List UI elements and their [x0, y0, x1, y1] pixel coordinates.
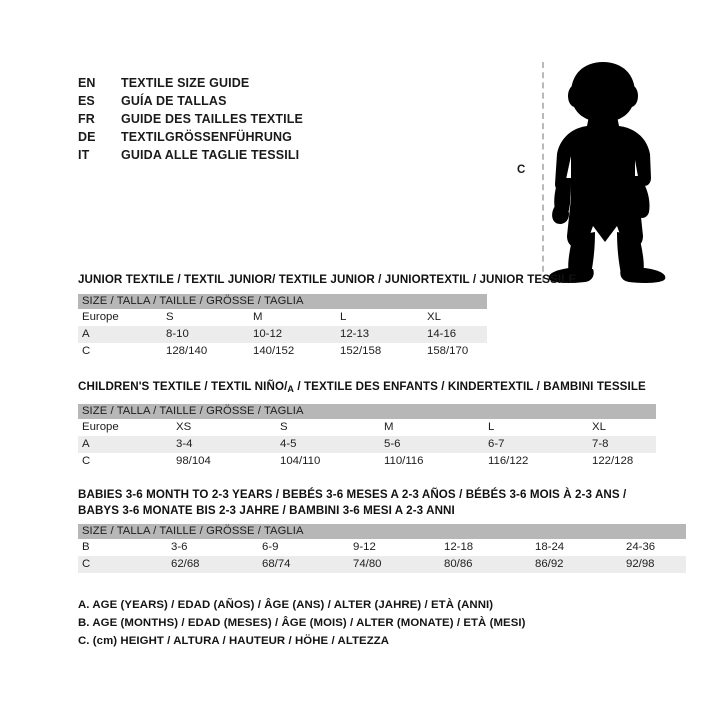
legend-line-c: C. (cm) HEIGHT / ALTURA / HAUTEUR / HÖHE…: [78, 635, 390, 647]
cell-value: L: [340, 308, 427, 326]
section-heading-line1: BABIES 3-6 MONTH TO 2-3 YEARS / BEBÉS 3-…: [78, 488, 627, 501]
cell-value: 116/122: [488, 452, 592, 470]
row-label: B: [78, 539, 171, 556]
section-heading: CHILDREN'S TEXTILE / TEXTIL NIÑO/A / TEX…: [78, 379, 656, 398]
cell-value: 6-9: [262, 539, 353, 556]
cell-value: 110/116: [384, 452, 488, 470]
section-childrens-textile: CHILDREN'S TEXTILE / TEXTIL NIÑO/A / TEX…: [78, 379, 656, 470]
legend-line-b: B. AGE (MONTHS) / EDAD (MESES) / ÂGE (MO…: [78, 617, 526, 629]
language-code: DE: [78, 130, 96, 144]
cell-value: 140/152: [253, 342, 340, 360]
cell-value: 3-4: [176, 435, 280, 453]
cell-value: L: [488, 418, 592, 436]
height-measure-label: C: [517, 164, 526, 176]
table-row: Europe XS S M L XL: [78, 418, 656, 436]
cell-value: 6-7: [488, 435, 592, 453]
row-label: C: [78, 342, 166, 360]
table-row: A 3-4 4-5 5-6 6-7 7-8: [78, 435, 656, 453]
table-band-row: SIZE / TALLA / TAILLE / GRÖSSE / TAGLIA: [78, 524, 686, 539]
language-header: EN TEXTILE SIZE GUIDE ES GUÍA DE TALLAS …: [78, 74, 478, 164]
section-junior-textile: JUNIOR TEXTILE / TEXTIL JUNIOR/ TEXTILE …: [78, 272, 576, 360]
cell-value: 10-12: [253, 325, 340, 343]
cell-value: M: [384, 418, 488, 436]
language-title: TEXTILE SIZE GUIDE: [121, 76, 250, 90]
height-dashed-guide-line: [542, 62, 544, 282]
cell-value: 98/104: [176, 452, 280, 470]
section-heading-suffix: / TEXTILE DES ENFANTS / KINDERTEXTIL / B…: [294, 380, 646, 393]
children-size-table: SIZE / TALLA / TAILLE / GRÖSSE / TAGLIA …: [78, 403, 656, 470]
cell-value: 8-10: [166, 325, 253, 343]
table-band-label: SIZE / TALLA / TAILLE / GRÖSSE / TAGLIA: [78, 403, 656, 419]
cell-value: S: [166, 308, 253, 326]
junior-size-table: SIZE / TALLA / TAILLE / GRÖSSE / TAGLIA …: [78, 293, 487, 360]
legend-block: A. AGE (YEARS) / EDAD (AÑOS) / ÂGE (ANS)…: [78, 596, 526, 650]
cell-value: S: [280, 418, 384, 436]
cell-value: 5-6: [384, 435, 488, 453]
cell-value: 128/140: [166, 342, 253, 360]
table-row: C 128/140 140/152 152/158 158/170: [78, 342, 487, 360]
cell-value: XL: [592, 418, 656, 436]
cell-value: 122/128: [592, 452, 656, 470]
section-heading-line2: BABYS 3-6 MONATE BIS 2-3 JAHRE / BAMBINI…: [78, 503, 455, 517]
language-title: TEXTILGRÖSSENFÜHRUNG: [121, 130, 293, 144]
language-code: EN: [78, 76, 96, 90]
legend-line-a: A. AGE (YEARS) / EDAD (AÑOS) / ÂGE (ANS)…: [78, 599, 494, 611]
cell-value: 68/74: [262, 556, 353, 573]
table-row: A 8-10 10-12 12-13 14-16: [78, 325, 487, 343]
cell-value: 152/158: [340, 342, 427, 360]
row-label: Europe: [78, 308, 166, 326]
cell-value: 12-13: [340, 325, 427, 343]
section-heading: JUNIOR TEXTILE / TEXTIL JUNIOR/ TEXTILE …: [78, 273, 577, 286]
cell-value: 62/68: [171, 556, 262, 573]
cell-value: 86/92: [535, 556, 626, 573]
table-row: C 98/104 104/110 110/116 116/122 122/128: [78, 452, 656, 470]
cell-value: 92/98: [626, 556, 686, 573]
language-title: GUIDE DES TAILLES TEXTILE: [121, 112, 304, 126]
language-row: FR GUIDE DES TAILLES TEXTILE: [78, 110, 478, 128]
row-label: Europe: [78, 418, 176, 436]
language-row: EN TEXTILE SIZE GUIDE: [78, 74, 478, 92]
table-row: C 62/68 68/74 74/80 80/86 86/92 92/98: [78, 556, 686, 573]
table-row: B 3-6 6-9 9-12 12-18 18-24 24-36: [78, 539, 686, 556]
row-label: A: [78, 325, 166, 343]
language-row: IT GUIDA ALLE TAGLIE TESSILI: [78, 146, 478, 164]
section-heading-sub: A: [287, 384, 294, 394]
cell-value: 7-8: [592, 435, 656, 453]
cell-value: 18-24: [535, 539, 626, 556]
cell-value: 9-12: [353, 539, 444, 556]
table-band-label: SIZE / TALLA / TAILLE / GRÖSSE / TAGLIA: [78, 524, 686, 539]
cell-value: 158/170: [427, 342, 487, 360]
cell-value: 80/86: [444, 556, 535, 573]
babies-size-table: SIZE / TALLA / TAILLE / GRÖSSE / TAGLIA …: [78, 524, 686, 573]
table-band-row: SIZE / TALLA / TAILLE / GRÖSSE / TAGLIA: [78, 403, 656, 419]
cell-value: 24-36: [626, 539, 686, 556]
cell-value: XS: [176, 418, 280, 436]
row-label: C: [78, 452, 176, 470]
table-row: Europe S M L XL: [78, 308, 487, 326]
language-row: ES GUÍA DE TALLAS: [78, 92, 478, 110]
cell-value: M: [253, 308, 340, 326]
cell-value: 4-5: [280, 435, 384, 453]
language-code: IT: [78, 148, 90, 162]
cell-value: 3-6: [171, 539, 262, 556]
cell-value: 12-18: [444, 539, 535, 556]
cell-value: 14-16: [427, 325, 487, 343]
language-code: FR: [78, 112, 95, 126]
language-row: DE TEXTILGRÖSSENFÜHRUNG: [78, 128, 478, 146]
child-silhouette-icon: [548, 62, 666, 283]
section-heading-prefix: CHILDREN'S TEXTILE / TEXTIL NIÑO/: [78, 380, 288, 393]
cell-value: XL: [427, 308, 487, 326]
row-label: C: [78, 556, 171, 573]
cell-value: 74/80: [353, 556, 444, 573]
table-band-row: SIZE / TALLA / TAILLE / GRÖSSE / TAGLIA: [78, 293, 487, 309]
section-babies-textile: BABIES 3-6 MONTH TO 2-3 YEARS / BEBÉS 3-…: [78, 487, 686, 573]
cell-value: 104/110: [280, 452, 384, 470]
table-band-label: SIZE / TALLA / TAILLE / GRÖSSE / TAGLIA: [78, 293, 487, 309]
language-code: ES: [78, 94, 95, 108]
height-measurement-figure: C: [495, 52, 685, 287]
language-title: GUÍA DE TALLAS: [121, 94, 227, 108]
language-title: GUIDA ALLE TAGLIE TESSILI: [121, 148, 300, 162]
row-label: A: [78, 435, 176, 453]
